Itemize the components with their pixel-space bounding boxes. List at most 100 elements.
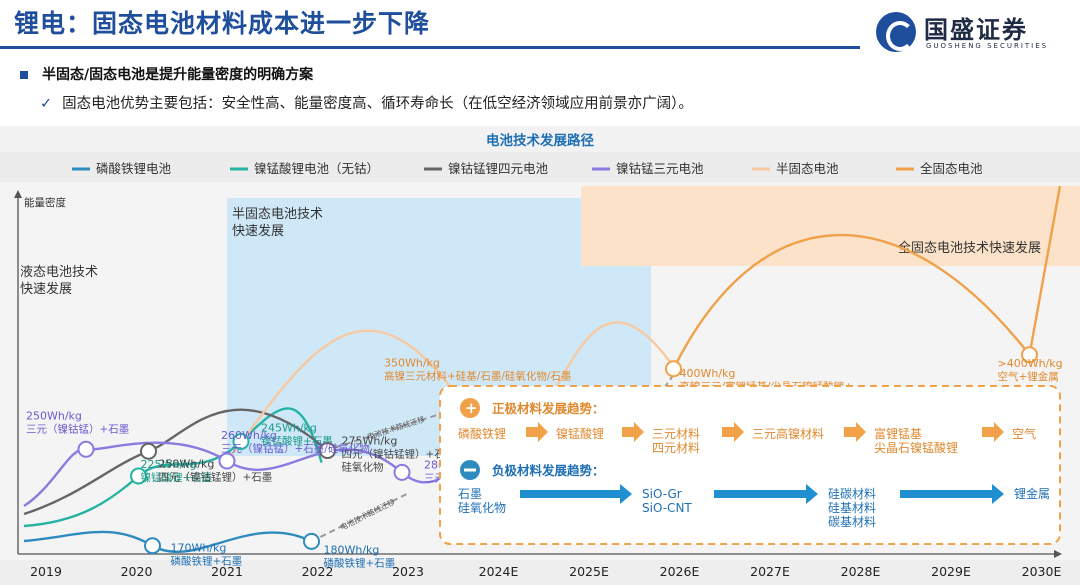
milestone-value-label: 250Wh/kg	[26, 409, 82, 422]
legend-band	[0, 152, 1080, 182]
milestone-value-label: 350Wh/kg	[384, 356, 440, 369]
square-bullet-icon	[20, 71, 28, 79]
series-line-lnmo	[23, 407, 323, 528]
materials-trend-box	[439, 385, 1061, 545]
minus-icon-glyph	[464, 468, 476, 472]
cathode-step: 磷酸铁锂	[458, 426, 506, 441]
page-title: 锂电：固态电池材料成本进一步下降	[14, 9, 431, 38]
series-line-solid-state	[672, 185, 1062, 370]
milestone-desc-label: 四元（镍钴锰锂）+石墨/硅氧化物	[342, 448, 460, 474]
cathode-arrow-icon	[844, 422, 866, 442]
transition-dashed-line	[311, 491, 411, 543]
x-tick-label: 2028E	[841, 564, 881, 579]
milestone-value-label: 275Wh/kg	[342, 435, 398, 448]
milestone-marker	[319, 442, 336, 460]
x-tick-label: 2027E	[750, 564, 790, 579]
milestone-desc-label: 磷酸铁锂+石墨	[324, 556, 396, 569]
legend-label: 全固态电池	[920, 161, 983, 176]
milestone-desc-label: 镍锰酸锂+石墨	[141, 471, 213, 484]
anode-step: 锂金属	[1014, 486, 1050, 501]
transition-dashed-line	[325, 409, 453, 452]
milestone-marker	[1021, 346, 1038, 364]
cathode-step: 镍锰酸锂	[556, 426, 604, 441]
milestone-marker	[77, 440, 95, 458]
logo-text: 国盛证券	[924, 16, 1028, 44]
y-axis-arrow	[14, 190, 22, 198]
brand-logo: 国盛证券 GUOSHENG SECURITIES	[876, 8, 1076, 56]
milestone-value-label: 250Wh/kg	[159, 457, 215, 470]
x-tick-label: 2020	[121, 564, 153, 579]
cathode-arrow-icon	[722, 422, 744, 442]
y-axis-label: 能量密度	[24, 196, 66, 209]
anode-step: 石墨硅氧化物	[458, 487, 506, 515]
title-divider	[0, 46, 860, 49]
x-tick-label: 2025E	[569, 564, 609, 579]
milestone-desc-label: 三元（镍钴锰）+石墨/硅氧化物	[221, 442, 370, 455]
milestone-desc-label: 三元（镍钴锰）+石墨	[26, 422, 129, 435]
check-icon: ✓	[40, 96, 53, 112]
legend-label: 半固态电池	[776, 161, 839, 176]
x-tick-label: 2023	[392, 564, 424, 579]
milestone-desc-label: 空气+锂金属	[998, 370, 1059, 383]
milestone-value-label: 170Wh/kg	[171, 542, 227, 555]
milestone-marker	[393, 463, 411, 481]
milestone-marker	[303, 532, 320, 550]
anode-arrow-icon	[900, 484, 1004, 504]
milestone-value-label: 400Wh/kg	[680, 367, 736, 380]
chart-title: 电池技术发展路径	[486, 132, 594, 149]
milestone-value-label: 260Wh/kg	[221, 429, 277, 442]
legend-label: 镍钴锰锂四元电池	[448, 161, 549, 176]
milestone-desc-label: 高镍三元材料+硅基/石墨/硅氧化物/石墨	[384, 369, 571, 382]
cathode-arrow-icon	[982, 422, 1004, 442]
milestone-desc-label: 四元（镍钴锰锂）+石墨	[159, 470, 273, 483]
milestone-value-label: >400Wh/kg	[998, 357, 1063, 370]
cathode-arrow-icon	[526, 422, 548, 442]
cathode-step: 三元高镍材料	[752, 426, 824, 441]
cathode-trend-title: 正极材料发展趋势：	[492, 401, 605, 416]
anode-step: 硅碳材料硅基材料碳基材料	[828, 487, 876, 529]
plus-icon-glyph: +	[465, 399, 478, 417]
anode-step: SiO-Gr SiO-CNT	[642, 487, 692, 515]
cathode-step: 三元材料四元材料	[652, 427, 700, 455]
x-tick-label: 2029E	[931, 564, 971, 579]
milestone-marker	[130, 467, 147, 485]
cathode-step: 空气	[1012, 426, 1036, 441]
milestone-marker	[144, 537, 161, 555]
sub-bullet-text: 固态电池优势主要包括：安全性高、能量密度高、循环寿命长（在低空经济领域应用前景亦…	[62, 96, 693, 112]
milestone-desc-label: 磷酸铁锂+石墨	[171, 555, 243, 568]
x-tick-label: 2022	[302, 564, 334, 579]
milestone-marker	[665, 360, 682, 378]
legend-label: 镍锰酸锂电池（无钴）	[254, 161, 379, 176]
region-label-liquid: 液态电池技术快速发展	[20, 265, 98, 297]
axis-band	[0, 560, 1080, 585]
battery-roadmap-chart: 电池技术发展路径磷酸铁锂电池 镍锰酸锂电池（无钴） 镍钴锰锂四元电池 镍钴锰三元电池半…	[0, 126, 1080, 585]
main-bullet: 半固态/固态电池是提升能量密度的明确方案	[20, 64, 313, 84]
milestone-desc-label: 镍锰酸锂+石墨	[261, 434, 333, 447]
solid-state-region	[581, 186, 1080, 266]
logo-subtext: GUOSHENG SECURITIES	[926, 42, 1049, 50]
x-tick-label: 2024E	[479, 564, 519, 579]
x-tick-label: 2026E	[660, 564, 700, 579]
main-bullet-text: 半固态/固态电池是提升能量密度的明确方案	[42, 67, 314, 83]
logo-icon	[876, 12, 916, 52]
sub-bullet: ✓ 固态电池优势主要包括：安全性高、能量密度高、循环寿命长（在低空经济领域应用前景…	[40, 92, 693, 113]
x-tick-label: 2030E	[1022, 564, 1062, 579]
plus-icon	[460, 398, 480, 418]
x-tick-label: 2019	[30, 564, 62, 579]
legend-label: 磷酸铁锂电池	[96, 161, 172, 176]
x-axis-arrow	[1054, 550, 1062, 558]
chart-title-band	[0, 126, 1080, 152]
cathode-step: 富锂锰基尖晶石镍锰酸锂	[874, 426, 958, 455]
x-tick-label: 2021	[211, 564, 243, 579]
milestone-value-label: 225Wh/kg	[141, 458, 197, 471]
milestone-marker	[140, 442, 157, 460]
anode-arrow-icon	[520, 484, 632, 504]
milestone-marker	[218, 452, 236, 470]
legend-label: 镍钴锰三元电池	[616, 161, 704, 176]
milestone-marker	[232, 432, 250, 450]
region-label-semi-solid: 半固态电池技术快速发展	[232, 207, 323, 239]
region-label-solid-state: 全固态电池技术快速发展	[898, 240, 1041, 256]
milestone-value-label: 180Wh/kg	[324, 543, 380, 556]
cathode-arrow-icon	[622, 422, 644, 442]
